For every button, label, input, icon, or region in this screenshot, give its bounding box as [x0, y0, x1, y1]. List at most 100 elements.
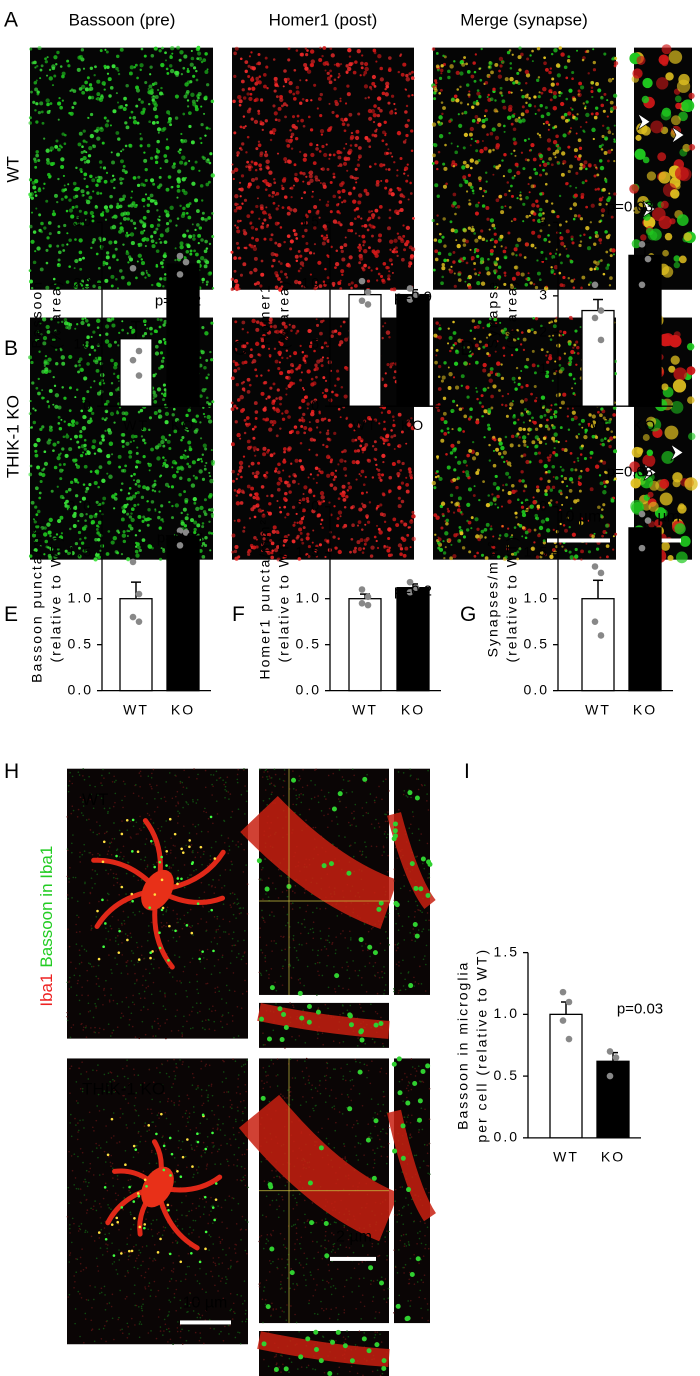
punctum: [306, 369, 311, 374]
punctum: [130, 241, 135, 246]
punctum: [337, 76, 340, 79]
punctum: [384, 179, 389, 183]
punctum: [165, 213, 170, 218]
punctum: [391, 271, 394, 274]
punctum: [342, 320, 346, 324]
punctum: [403, 172, 406, 175]
punctum: [167, 227, 170, 230]
punctum: [132, 115, 137, 120]
punctum: [202, 406, 205, 410]
punctum: [200, 216, 205, 221]
punctum: [461, 112, 464, 115]
punctum: [149, 332, 153, 336]
punctum: [673, 367, 687, 381]
punctum: [580, 195, 585, 199]
punctum: [585, 205, 589, 209]
punctum: [39, 267, 44, 272]
punctum: [48, 369, 52, 373]
punctum: [90, 520, 96, 525]
punctum: [137, 545, 141, 550]
punctum: [256, 281, 261, 285]
punctum: [371, 81, 376, 86]
punctum: [493, 232, 497, 236]
punctum: [381, 91, 386, 96]
punctum: [392, 376, 396, 380]
punctum: [39, 545, 42, 548]
punctum: [534, 171, 539, 176]
punctum: [584, 428, 588, 433]
punctum: [492, 148, 495, 152]
punctum: [46, 110, 51, 114]
punctum: [399, 207, 404, 213]
punctum: [602, 109, 606, 113]
punctum: [262, 540, 265, 544]
punctum: [569, 259, 574, 264]
punctum: [397, 496, 401, 500]
punctum: [73, 267, 76, 270]
punctum: [538, 423, 543, 428]
punctum: [151, 283, 154, 287]
punctum: [291, 505, 296, 509]
punctum: [262, 210, 267, 215]
punctum: [668, 365, 676, 373]
punctum: [201, 388, 206, 393]
punctum: [273, 89, 277, 93]
punctum: [526, 410, 532, 416]
punctum: [558, 271, 562, 275]
punctum: [197, 51, 202, 56]
punctum: [408, 261, 413, 266]
punctum: [250, 210, 254, 214]
punctum: [279, 329, 285, 334]
punctum: [234, 224, 237, 227]
punctum: [500, 245, 503, 248]
punctum: [288, 475, 291, 478]
punctum: [317, 467, 321, 471]
punctum: [371, 74, 376, 80]
punctum: [93, 349, 97, 352]
punctum: [316, 359, 321, 364]
punctum: [323, 417, 327, 421]
punctum: [488, 317, 492, 321]
punctum: [92, 190, 95, 193]
punctum: [168, 64, 173, 68]
punctum: [59, 65, 63, 68]
punctum: [306, 49, 309, 52]
punctum: [164, 159, 169, 164]
punctum: [58, 97, 61, 100]
punctum: [185, 89, 190, 94]
punctum: [135, 85, 139, 90]
punctum: [492, 449, 496, 452]
punctum: [265, 225, 269, 229]
punctum: [492, 435, 496, 439]
punctum: [91, 219, 95, 223]
punctum: [60, 532, 63, 535]
punctum: [467, 226, 471, 230]
punctum: [505, 414, 509, 418]
punctum: [190, 56, 195, 61]
punctum: [41, 121, 45, 125]
punctum: [239, 273, 244, 277]
punctum: [339, 287, 343, 291]
punctum: [388, 475, 393, 480]
punctum: [270, 233, 274, 237]
punctum: [286, 370, 291, 374]
punctum: [312, 494, 316, 498]
punctum: [409, 181, 412, 185]
punctum: [65, 280, 70, 284]
punctum: [62, 496, 65, 500]
punctum: [315, 318, 318, 321]
punctum: [605, 266, 610, 270]
punctum: [363, 248, 368, 254]
punctum: [34, 338, 38, 342]
punctum: [274, 221, 279, 226]
punctum: [364, 475, 367, 479]
punctum: [199, 256, 205, 261]
punctum: [377, 106, 381, 110]
punctum: [392, 362, 395, 365]
punctum: [438, 91, 442, 95]
punctum: [613, 435, 616, 439]
punctum: [102, 382, 106, 385]
punctum: [57, 422, 61, 425]
punctum: [98, 502, 102, 506]
punctum: [140, 261, 146, 266]
